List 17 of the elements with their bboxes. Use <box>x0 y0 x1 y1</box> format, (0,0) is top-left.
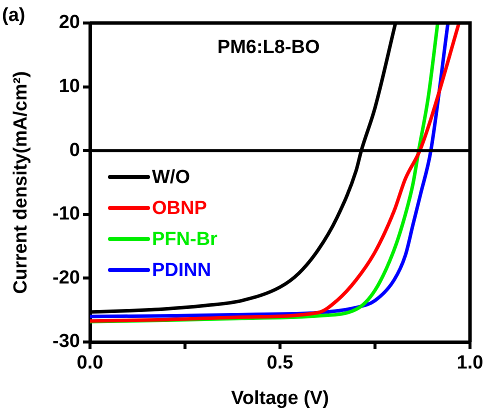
y-tick-label: 10 <box>58 76 80 98</box>
x-tick-label: 0.0 <box>76 352 104 374</box>
legend-label: PFN-Br <box>152 229 218 250</box>
y-axis-title: Current density(mA/cm²) <box>10 71 32 294</box>
y-tick-label: 20 <box>58 12 80 34</box>
text: (a) <box>2 5 26 26</box>
x-axis-title: Voltage (V) <box>231 388 329 409</box>
x-tick-label: 1.0 <box>456 352 484 374</box>
y-tick-label: 0 <box>69 140 80 161</box>
annotation: PM6:L8-BO <box>217 37 320 58</box>
legend-label: PDINN <box>152 260 212 282</box>
x-tick-label: 0.5 <box>266 352 294 374</box>
y-tick-label: -20 <box>52 267 80 288</box>
y-tick-label: -10 <box>52 204 80 225</box>
legend-label: OBNP <box>152 198 208 220</box>
y-tick-label: -30 <box>52 331 80 352</box>
legend-label: W/O <box>152 167 190 188</box>
